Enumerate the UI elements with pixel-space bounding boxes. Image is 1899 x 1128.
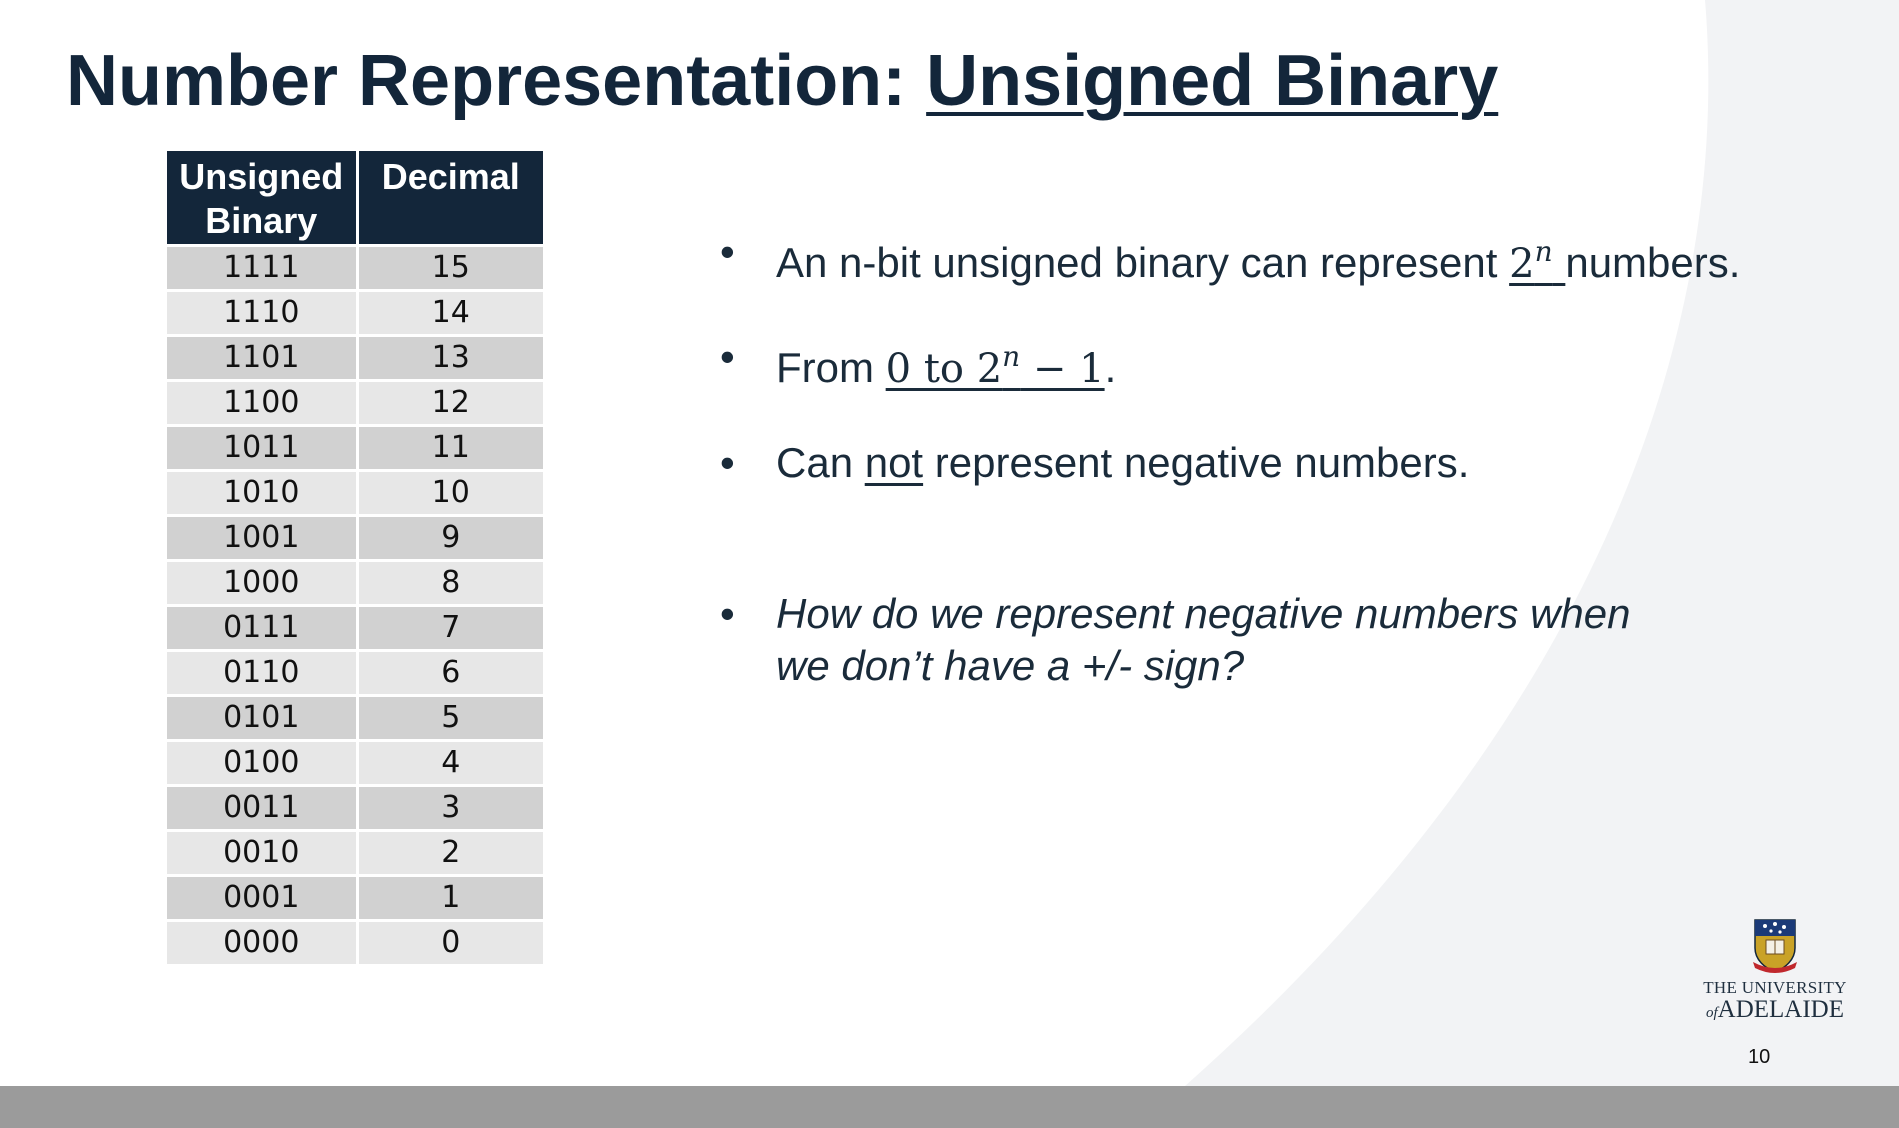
decimal-cell: 15 (357, 245, 543, 292)
decimal-cell: 0 (357, 920, 543, 967)
bullet-marker: • (720, 439, 735, 486)
binary-cell: 1111 (167, 245, 359, 292)
binary-cell: 1011 (167, 425, 359, 472)
table-row: 1011 11 (167, 425, 543, 472)
footer-bar (0, 1086, 1899, 1128)
binary-cell: 0111 (167, 605, 359, 652)
decimal-cell: 6 (357, 650, 543, 697)
binary-cell: 0001 (167, 875, 359, 922)
bullet-question-text: How do we represent negative numbers whe… (776, 590, 1631, 689)
binary-cell: 1010 (167, 470, 359, 517)
university-name-line1: THE UNIVERSITY (1703, 978, 1847, 997)
decimal-cell: 1 (357, 875, 543, 922)
decimal-cell: 12 (357, 380, 543, 427)
table-row: 1111 15 (167, 245, 543, 292)
bullet-text: From 0 to 2n − 1. (776, 340, 1117, 392)
table-row: 1000 8 (167, 560, 543, 607)
header-unsigned-binary: Unsigned Binary (167, 151, 359, 247)
table-row: 0111 7 (167, 605, 543, 652)
header-decimal: Decimal (357, 151, 543, 247)
binary-decimal-table: Unsigned Binary Decimal 1111 15 1110 14 11… (167, 151, 543, 967)
title-underlined: Unsigned Binary (926, 41, 1499, 121)
underlined-not: not (864, 439, 924, 486)
university-crest-icon (1753, 919, 1797, 973)
decimal-cell: 2 (357, 830, 543, 877)
binary-cell: 0011 (167, 785, 359, 832)
binary-cell: 1100 (167, 380, 359, 427)
decimal-cell: 10 (357, 470, 543, 517)
binary-cell: 0000 (167, 920, 359, 967)
bullet-marker: • (720, 590, 735, 637)
table-row: 0011 3 (167, 785, 543, 832)
table-header-row: Unsigned Binary Decimal (167, 151, 543, 247)
decimal-cell: 8 (357, 560, 543, 607)
university-logo: THE UNIVERSITY ofADELAIDE (1700, 918, 1850, 1025)
table-row: 0001 1 (167, 875, 543, 922)
bullet-text: An n-bit unsigned binary can represent 2… (776, 235, 1741, 287)
decimal-cell: 9 (357, 515, 543, 562)
slide-title: Number Representation: Unsigned Binary (66, 41, 1499, 121)
page-number: 10 (1748, 1046, 1771, 1068)
decimal-cell: 5 (357, 695, 543, 742)
binary-cell: 1001 (167, 515, 359, 562)
bullet-marker: • (720, 333, 735, 380)
decimal-cell: 3 (357, 785, 543, 832)
table-row: 0010 2 (167, 830, 543, 877)
binary-cell: 0010 (167, 830, 359, 877)
decimal-cell: 11 (357, 425, 543, 472)
table-row: 1100 12 (167, 380, 543, 427)
bullet-text: Can not represent negative numbers. (776, 439, 1470, 486)
table-row: 0000 0 (167, 920, 543, 967)
table-row: 0101 5 (167, 695, 543, 742)
binary-cell: 0101 (167, 695, 359, 742)
bullet-marker: • (720, 228, 735, 275)
binary-cell: 1101 (167, 335, 359, 382)
table-row: 1001 9 (167, 515, 543, 562)
decimal-cell: 13 (357, 335, 543, 382)
table-row: 1101 13 (167, 335, 543, 382)
university-name-line2: ofADELAIDE (1705, 996, 1845, 1023)
binary-cell: 0110 (167, 650, 359, 697)
binary-cell: 1000 (167, 560, 359, 607)
table-row: 0100 4 (167, 740, 543, 787)
table-row: 1110 14 (167, 290, 543, 337)
table-row: 1010 10 (167, 470, 543, 517)
decimal-cell: 14 (357, 290, 543, 337)
table-row: 0110 6 (167, 650, 543, 697)
math-2-to-n: 2n (1509, 235, 1553, 287)
binary-cell: 0100 (167, 740, 359, 787)
decimal-cell: 4 (357, 740, 543, 787)
binary-cell: 1110 (167, 290, 359, 337)
decimal-cell: 7 (357, 605, 543, 652)
math-range: 0 to 2n − 1 (885, 340, 1105, 392)
